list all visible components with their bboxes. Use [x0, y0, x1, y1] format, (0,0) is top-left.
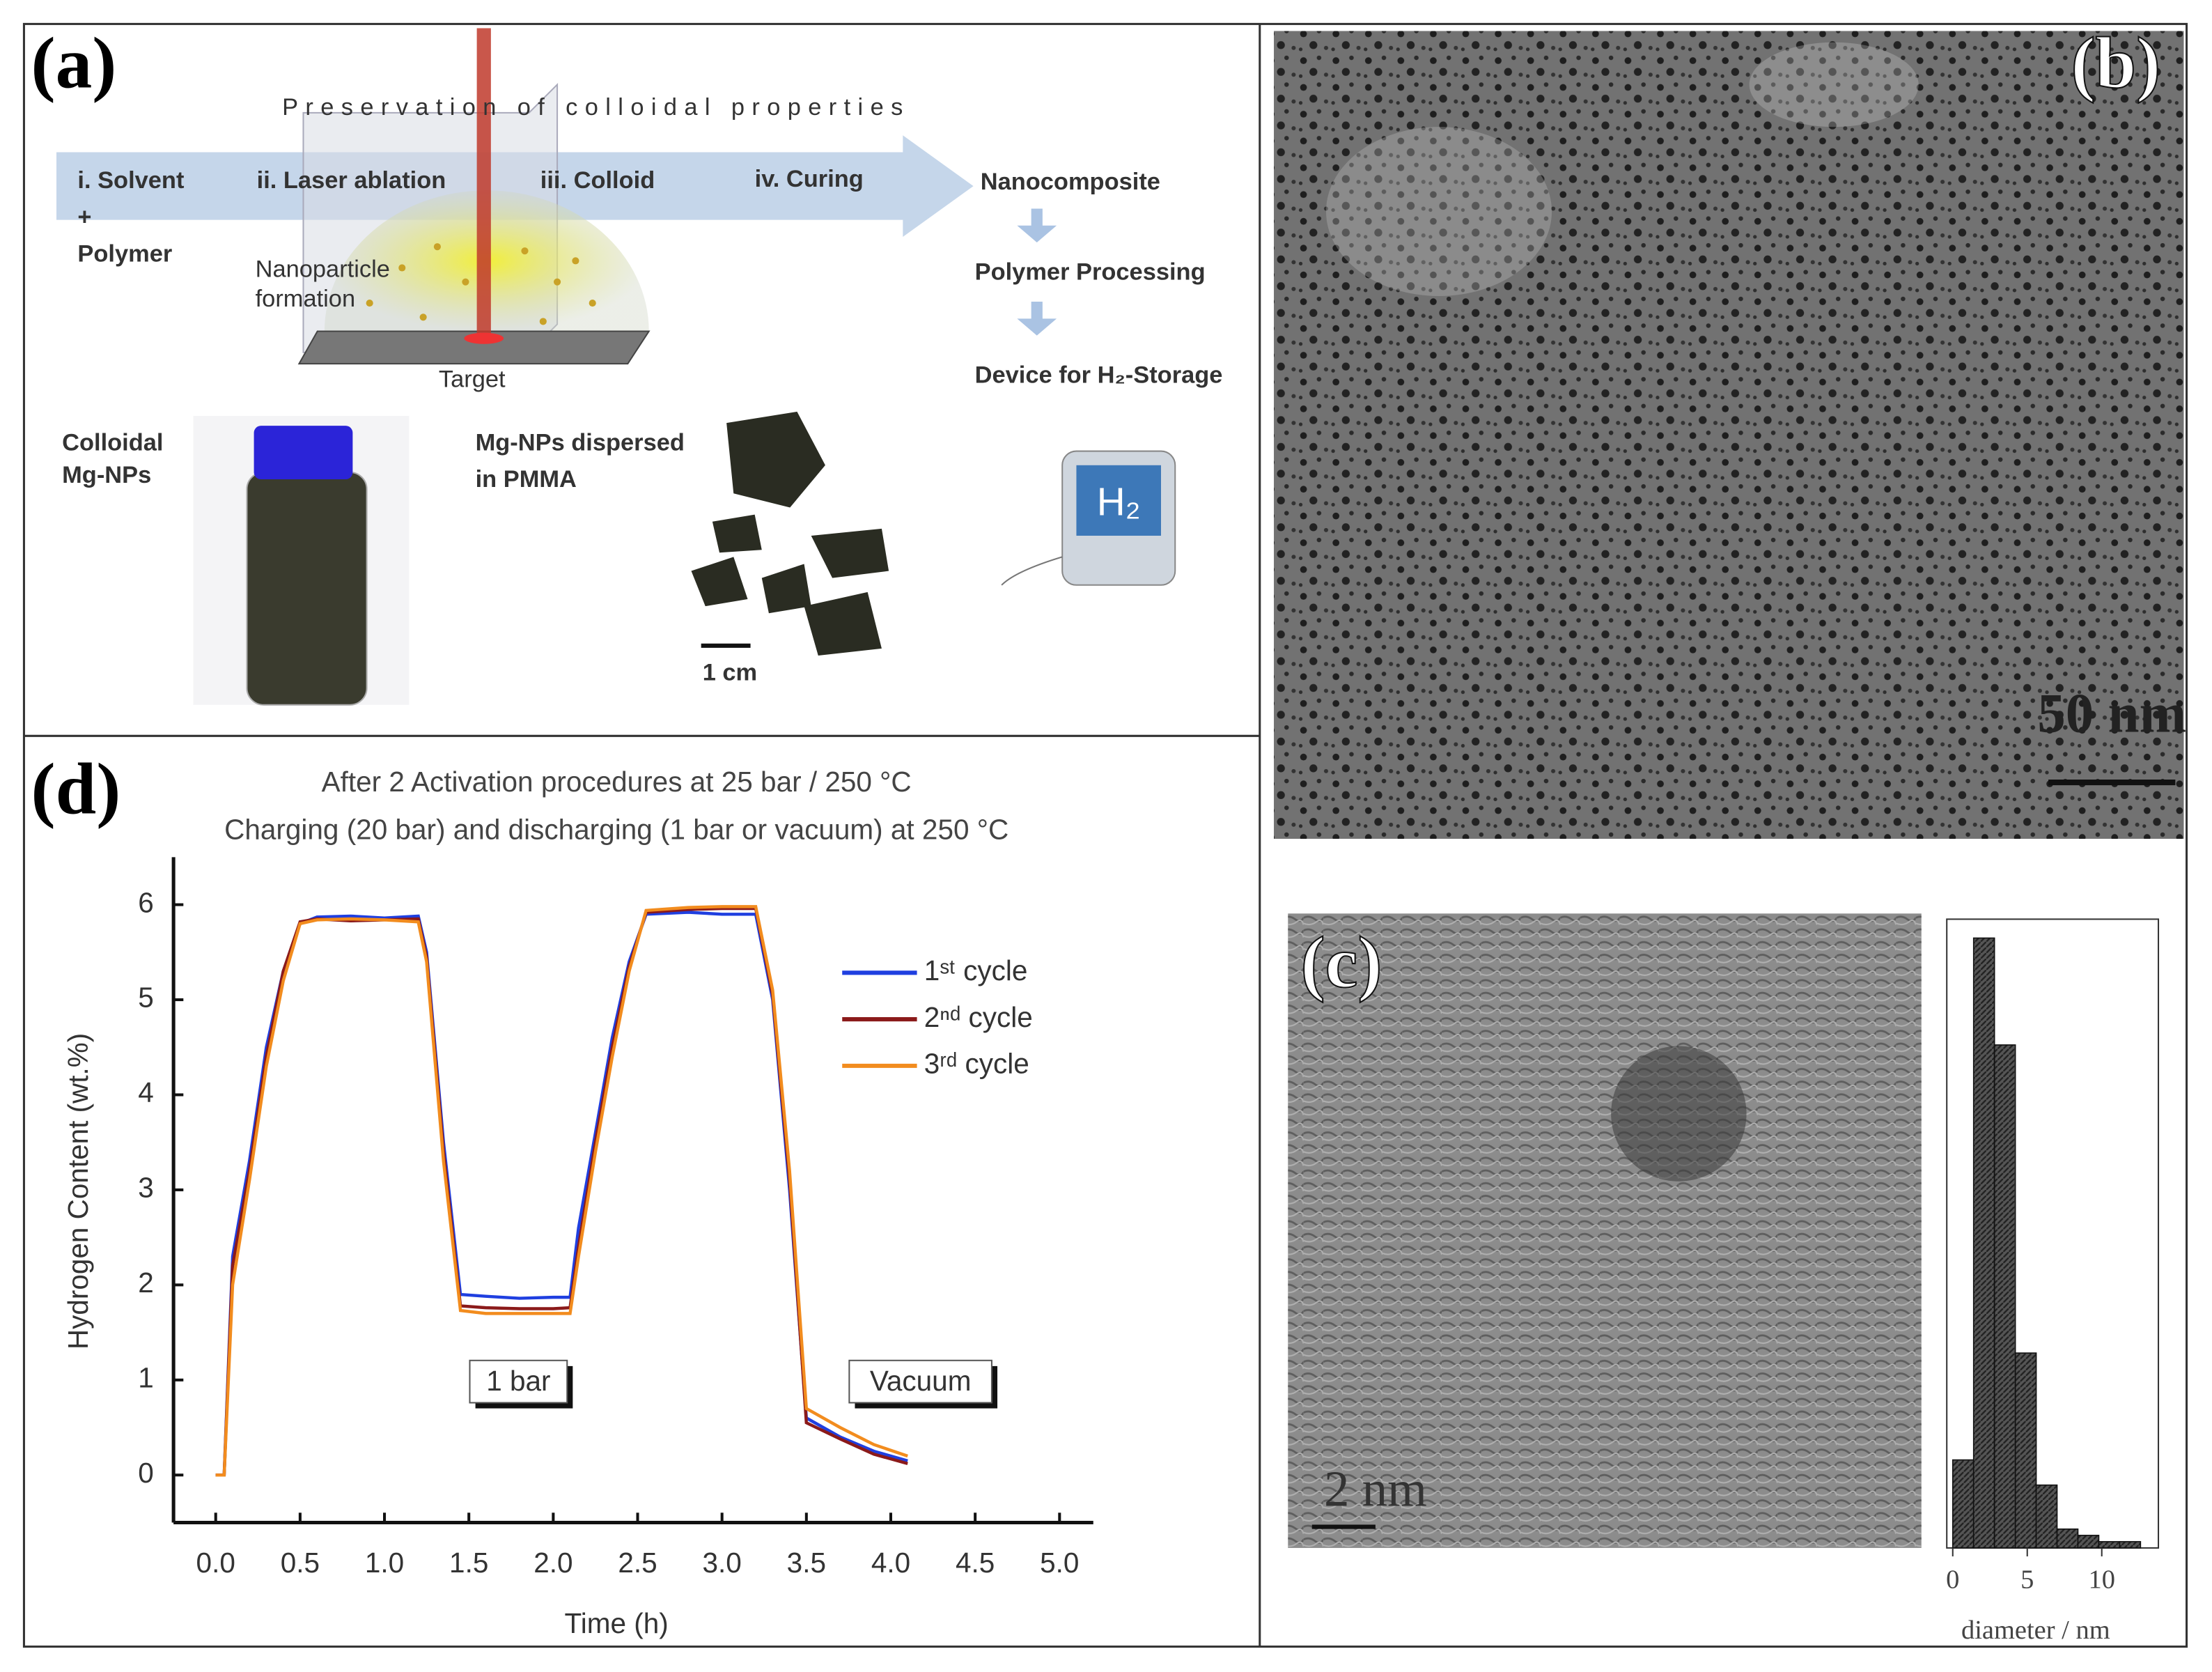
scale-label: 50 nm [2037, 682, 2186, 745]
tem-shade [1325, 127, 1552, 296]
bar [1952, 1459, 1975, 1549]
chart-subtitle: Charging (20 bar) and discharging (1 bar… [224, 814, 1008, 846]
down-arrow [1017, 302, 1057, 336]
bottle-cap [254, 426, 353, 480]
scale-label: 1 cm [703, 659, 757, 686]
step: + [77, 204, 91, 231]
panel-label: (a) [31, 22, 117, 103]
laser-beam [476, 28, 491, 341]
bar [2077, 1535, 2100, 1549]
panel-b: (b) 50 nm [1274, 21, 2186, 839]
y-tick-label: 4 [138, 1076, 154, 1108]
x-tick-label: 5.0 [1040, 1547, 1079, 1579]
step: iii. Colloid [540, 167, 655, 194]
scale-label: 2 nm [1324, 1461, 1427, 1517]
frame [22, 22, 2188, 1648]
flow-step: Polymer Processing [975, 259, 1206, 286]
step: ii. Laser ablation [257, 167, 446, 194]
annotation: 1 bar [486, 1365, 550, 1397]
x-tick-label: 1.5 [449, 1547, 488, 1579]
legend-label: 3ʳᵈ cycle [924, 1048, 1029, 1080]
x-tick-label: 0.5 [281, 1547, 320, 1579]
flow-step: Nanocomposite [981, 169, 1160, 195]
annotation: Vacuum [870, 1365, 972, 1397]
chart-title: After 2 Activation procedures at 25 bar … [322, 766, 912, 798]
note: formation [256, 286, 355, 312]
y-tick-label: 1 [138, 1362, 154, 1394]
bar [1993, 1044, 2016, 1549]
panel-label: (c) [1301, 921, 1382, 1003]
x-axis-label: diameter / nm [1961, 1616, 2110, 1645]
panel-a: (a) Preservation of colloidal properties… [31, 22, 1223, 706]
x-tick-label: 5 [2020, 1565, 2034, 1594]
bar [1972, 937, 1995, 1549]
x-tick-label: 3.0 [703, 1547, 742, 1579]
step: i. Solvent [77, 167, 185, 194]
legend-label: 2ⁿᵈ cycle [924, 1001, 1033, 1033]
pmma-pieces [691, 411, 889, 656]
line-chart: After 2 Activation procedures at 25 bar … [62, 766, 1093, 1639]
bar [2119, 1541, 2142, 1549]
x-tick-label: 3.5 [787, 1547, 826, 1579]
nanoparticles [366, 243, 596, 325]
photo-caption: Mg-NPs [62, 462, 151, 488]
panel-label: (b) [2071, 22, 2160, 103]
y-tick-label: 0 [138, 1457, 154, 1489]
x-tick-label: 4.0 [871, 1547, 910, 1579]
x-tick-label: 4.5 [956, 1547, 995, 1579]
note: Target [439, 366, 506, 392]
data-line [215, 905, 908, 1477]
histogram: 0 5 10 diameter / nm [1946, 937, 2142, 1645]
device-label: H₂ [1097, 480, 1141, 524]
target-plate [297, 330, 651, 365]
y-tick-label: 2 [138, 1267, 154, 1299]
note: Nanoparticle [256, 256, 390, 283]
x-tick-label: 2.5 [618, 1547, 657, 1579]
device-screen [1076, 465, 1161, 536]
banner-text: Preservation of colloidal properties [282, 94, 903, 121]
bar [2035, 1484, 2058, 1549]
panel-c: (c) 2 nm [1288, 913, 2160, 1549]
photo-caption: Colloidal [62, 430, 163, 456]
y-tick-label: 5 [138, 982, 154, 1014]
x-tick-label: 2.0 [533, 1547, 573, 1579]
legend-label: 1ˢᵗ cycle [924, 954, 1028, 986]
annotation-box [469, 1359, 568, 1404]
bottle [246, 471, 368, 706]
x-tick-label: 10 [2088, 1565, 2114, 1594]
flow-step: Device for H₂-Storage [975, 362, 1223, 388]
annotation-box [848, 1359, 992, 1404]
device-cable [1001, 556, 1063, 586]
down-arrow [1017, 208, 1057, 243]
bar [2098, 1541, 2121, 1549]
tem-particles [1274, 31, 2184, 839]
panel-label: (d) [31, 748, 121, 830]
tem-shade [1749, 42, 1919, 127]
x-tick-label: 0 [1946, 1565, 1959, 1594]
nanoparticle [1611, 1046, 1747, 1182]
photo-caption: in PMMA [476, 466, 577, 493]
y-axis-label: Hydrogen Content (wt.%) [62, 1033, 94, 1349]
bar [2056, 1528, 2079, 1549]
step: iv. Curing [755, 166, 864, 192]
y-tick-label: 3 [138, 1172, 154, 1204]
y-tick-label: 6 [138, 886, 154, 918]
x-tick-label: 1.0 [365, 1547, 404, 1579]
x-tick-label: 0.0 [196, 1547, 235, 1579]
photo-caption: Mg-NPs dispersed [476, 430, 685, 456]
hrtem-fringes [1288, 913, 1922, 1548]
laser-spot [464, 332, 504, 344]
bar [2014, 1352, 2037, 1549]
x-axis-label: Time (h) [565, 1607, 669, 1639]
step: Polymer [77, 240, 172, 267]
